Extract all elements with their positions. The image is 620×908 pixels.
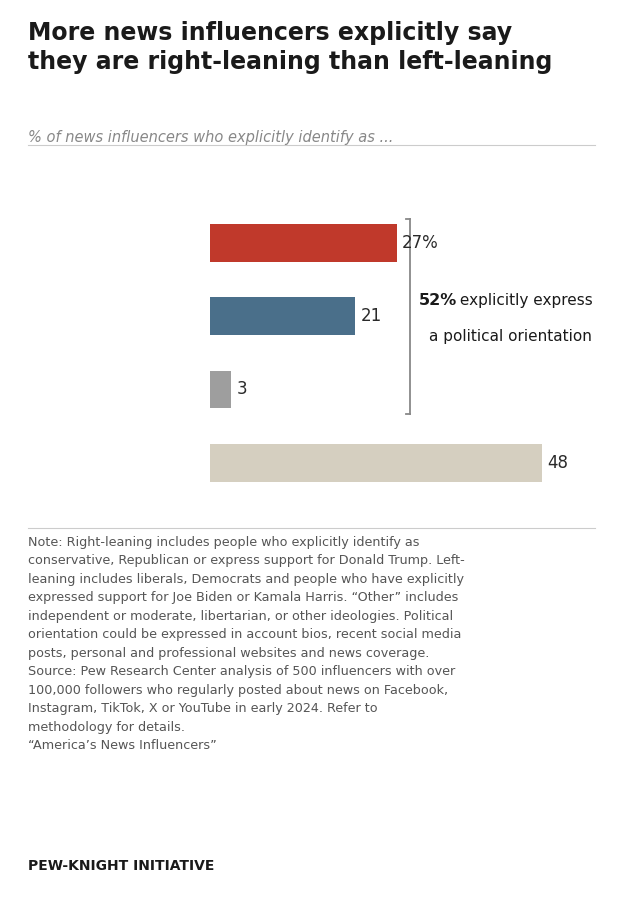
Bar: [210, 224, 397, 262]
Bar: [210, 298, 355, 335]
Text: 52%: 52%: [418, 293, 457, 308]
Text: % of news influencers who explicitly identify as ...: % of news influencers who explicitly ide…: [28, 130, 393, 145]
Text: 48: 48: [547, 453, 568, 471]
Text: 21: 21: [361, 308, 382, 325]
Text: 27%: 27%: [402, 234, 439, 252]
Bar: [210, 370, 231, 409]
Text: Note: Right-leaning includes people who explicitly identify as
conservative, Rep: Note: Right-leaning includes people who …: [28, 536, 464, 752]
Text: 3: 3: [236, 380, 247, 399]
Text: PEW-KNIGHT INITIATIVE: PEW-KNIGHT INITIATIVE: [28, 860, 215, 873]
Text: a political orientation: a political orientation: [429, 330, 592, 344]
Text: 52% explicitly express: 52% explicitly express: [0, 907, 1, 908]
Bar: [210, 443, 542, 481]
Text: More news influencers explicitly say
they are right-leaning than left-leaning: More news influencers explicitly say the…: [28, 21, 552, 74]
Text: explicitly express: explicitly express: [454, 293, 592, 308]
